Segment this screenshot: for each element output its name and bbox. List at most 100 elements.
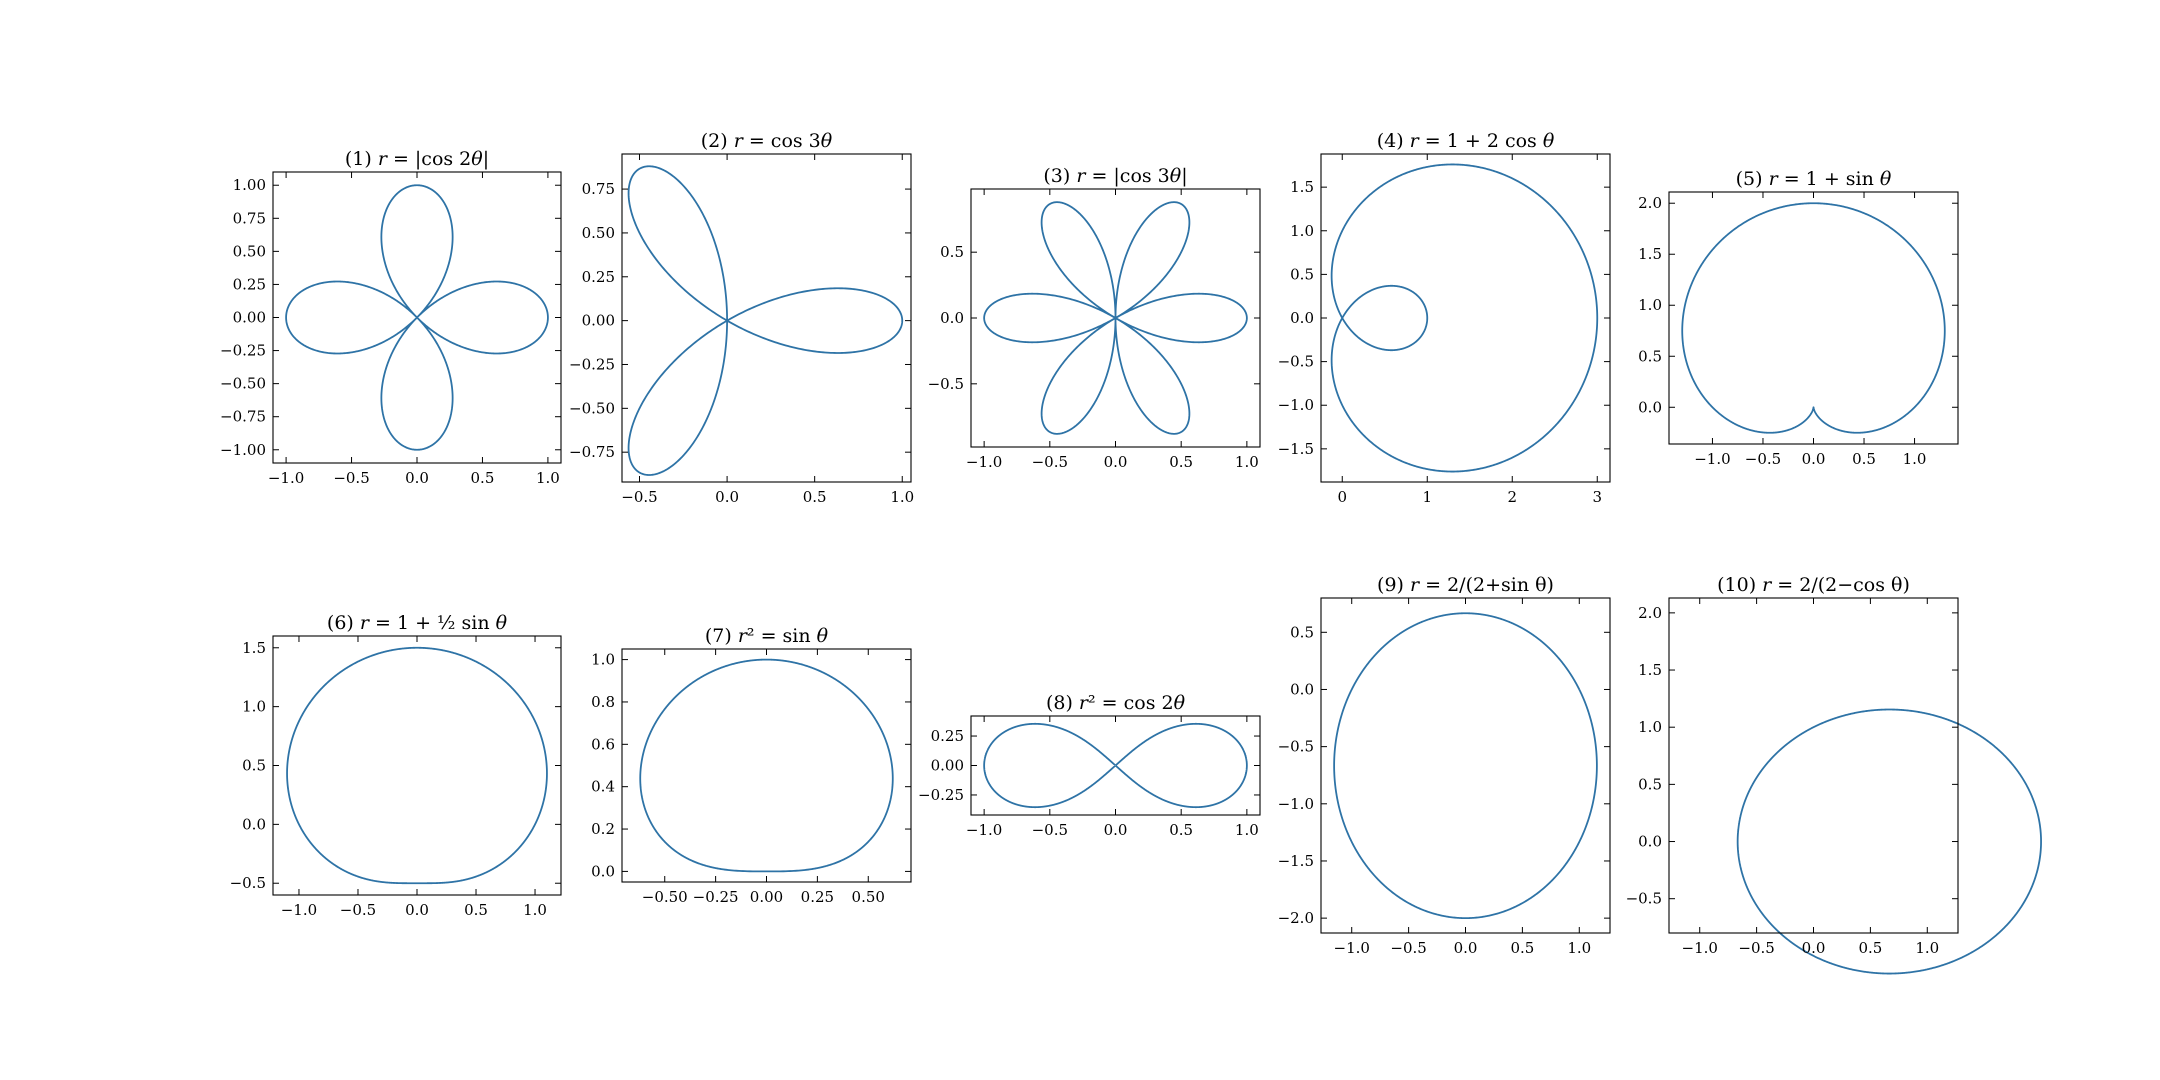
axes-frame-4 [1320,153,1611,483]
subplot-5: −1.0 −0.5 0.0 0.5 1.0 0.0 0.5 1.0 1.5 2.0 (5) r = … [1638,168,1959,468]
xtick-label: −0.5 [1738,939,1774,957]
ytick-label: −0.5 [230,874,266,892]
xtick-label: 1.0 [1235,821,1259,839]
xtick-label: 0.5 [1852,450,1876,468]
subplot-title-1: (1) r = |cos 2θ| [345,148,489,170]
axes-frame-2 [621,153,912,483]
ytick-label: −0.5 [928,375,964,393]
xtick-label: −1.0 [281,901,317,919]
ytick-label: 0.00 [582,312,615,330]
curve-7 [639,658,894,873]
ytick-label: −0.5 [1278,353,1314,371]
subplot-title-2: (2) r = cos 3θ [701,130,833,152]
subplot-title-7: (7) r² = sin θ [705,625,829,647]
xtick-label: 0.0 [405,901,429,919]
ytick-label: 1.0 [242,698,266,716]
curve-4 [1330,163,1599,473]
xtick-label: 0.0 [1802,450,1826,468]
subplot-7: −0.50 −0.25 0.00 0.25 0.50 0.0 0.2 0.4 0.6 0.8 1.0… [591,625,912,906]
curve-1 [285,184,549,451]
subplot-1: −1.0 −0.5 0.0 0.5 1.0 −1.00 −0.75 −0.50 −0.25 0.0… [220,148,562,487]
xtick-label: 0.5 [1510,939,1534,957]
xtick-label: −1.0 [966,821,1002,839]
ytick-label: −0.50 [220,375,266,393]
ytick-label: 1.00 [233,176,266,194]
ytick-label: 0.50 [233,242,266,260]
xtick-label: −1.0 [1682,939,1718,957]
ytick-label: 2.0 [1638,194,1662,212]
ytick-label: 0.0 [591,862,615,880]
ytick-label: −0.50 [569,399,615,417]
xtick-label: 0.0 [1104,453,1128,471]
ytick-label: 1.5 [242,639,266,657]
axes-frame-6 [272,635,562,896]
xtick-label: 1.0 [536,469,560,487]
ytick-label: 1.5 [1290,178,1314,196]
curve-5 [1681,202,1946,434]
ytick-label: 0.5 [1290,265,1314,283]
ytick-label: 0.2 [591,820,615,838]
curve-6 [286,646,548,885]
ytick-label: −0.75 [569,443,615,461]
xtick-label: 1.0 [890,488,914,506]
xtick-label: 0.00 [750,888,783,906]
subplot-title-9: (9) r = 2/(2+sin θ) [1377,574,1554,596]
subplot-title-5: (5) r = 1 + sin θ [1736,168,1892,190]
xtick-label: 0.25 [801,888,834,906]
xtick-label: 0.5 [1858,939,1882,957]
xtick-label: 0 [1337,488,1347,506]
subplot-6: −1.0 −0.5 0.0 0.5 1.0 −0.5 0.0 0.5 1.0 1.5 (6) r =… [230,612,562,919]
xtick-label: −0.50 [642,888,688,906]
xtick-label: 0.50 [852,888,885,906]
xtick-label: 1.0 [1915,939,1939,957]
subplot-title-6: (6) r = 1 + ½ sin θ [327,612,508,634]
curve-2 [627,165,904,476]
ytick-label: 0.00 [931,757,964,775]
ytick-label: 1.5 [1638,245,1662,263]
ytick-label: 0.75 [233,209,266,227]
xtick-label: 1.0 [1235,453,1259,471]
ytick-label: 1.0 [1638,296,1662,314]
ytick-label: 0.00 [233,309,266,327]
ytick-label: −0.25 [569,355,615,373]
ytick-label: −2.0 [1278,909,1314,927]
ytick-label: −0.25 [918,786,964,804]
xtick-label: −1.0 [966,453,1002,471]
ytick-label: 0.75 [582,180,615,198]
ytick-label: 1.5 [1638,661,1662,679]
ytick-label: 0.0 [1638,833,1662,851]
ytick-label: 0.0 [1638,398,1662,416]
xtick-label: 0.0 [715,488,739,506]
ytick-label: 0.5 [242,757,266,775]
ytick-label: 0.5 [1638,347,1662,365]
curve-8-2 [983,722,1117,809]
subplot-title-4: (4) r = 1 + 2 cos θ [1377,130,1555,152]
xtick-label: −0.5 [333,469,369,487]
subplot-8: −1.0 −0.5 0.0 0.5 1.0 −0.25 0.00 0.25 (8) r² = c… [918,692,1261,839]
xtick-label: 0.5 [803,488,827,506]
ytick-label: −0.5 [1278,738,1314,756]
xtick-label: 2 [1507,488,1517,506]
axes-frame-7 [621,648,912,883]
ytick-label: −1.5 [1278,440,1314,458]
ytick-label: −0.25 [220,342,266,360]
xtick-label: 1.0 [1567,939,1591,957]
ytick-label: −0.75 [220,408,266,426]
curve-3 [983,201,1248,435]
ytick-label: 0.50 [582,224,615,242]
xtick-label: −0.5 [1745,450,1781,468]
ytick-label: −1.0 [1278,396,1314,414]
xtick-label: −0.5 [1032,453,1068,471]
ytick-label: 0.0 [940,309,964,327]
subplot-9: −1.0 −0.5 0.0 0.5 1.0 −2.0 −1.5 −1.0 −0.5 0.0 0.5 (… [1278,574,1611,957]
xtick-label: −1.0 [268,469,304,487]
ytick-label: 2.0 [1638,604,1662,622]
xtick-label: 0.5 [464,901,488,919]
xtick-label: 0.5 [1169,453,1193,471]
xtick-label: 1.0 [1903,450,1927,468]
xtick-label: −0.5 [621,488,657,506]
xtick-label: 1.0 [523,901,547,919]
xtick-label: −0.5 [1032,821,1068,839]
xtick-label: 0.5 [1169,821,1193,839]
